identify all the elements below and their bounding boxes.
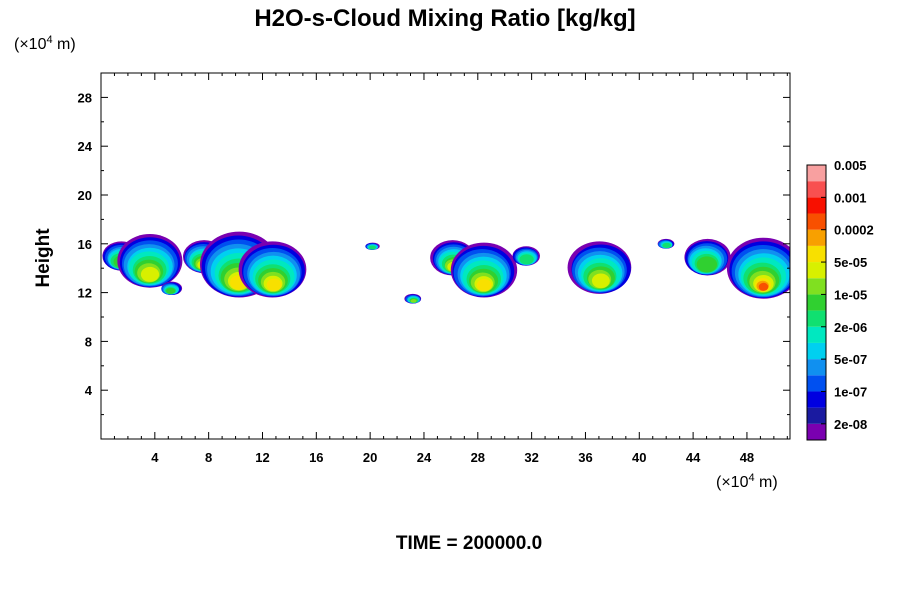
colorbar-swatch (807, 326, 826, 343)
x-tick-label: 20 (363, 450, 377, 465)
cloud-shell (140, 266, 160, 282)
colorbar-label: 0.001 (834, 190, 867, 205)
colorbar-label: 1e-07 (834, 384, 867, 399)
y-tick-label: 28 (78, 90, 92, 105)
colorbar-swatch (807, 423, 826, 440)
x-tick-label: 32 (524, 450, 538, 465)
colorbar-swatch (807, 391, 826, 408)
chart-title: H2O-s-Cloud Mixing Ratio [kg/kg] (254, 5, 635, 32)
colorbar-swatch (807, 294, 826, 311)
colorbar-swatch (807, 181, 826, 198)
colorbar-swatch (807, 407, 826, 424)
x-tick-label: 8 (205, 450, 212, 465)
cloud-cell (726, 237, 790, 299)
x-axis-unit: (×104 m) (716, 472, 778, 491)
cloud-shell (368, 245, 377, 250)
y-tick-label: 12 (78, 286, 92, 301)
y-tick-label: 20 (78, 188, 92, 203)
cloud-cell (512, 246, 540, 266)
cloud-cell (161, 281, 183, 296)
colorbar-label: 1e-05 (834, 287, 867, 302)
cloud-cell (684, 238, 731, 276)
colorbar-swatch (807, 165, 826, 182)
colorbar: 2e-08 1e-07 5e-07 2e-06 1e-05 5e-05 0.0002 0.00… (806, 158, 874, 441)
colorbar-swatch (807, 262, 826, 279)
cloud-cell (117, 234, 183, 288)
colorbar-frame (806, 164, 827, 441)
colorbar-swatch (807, 197, 826, 214)
plot-frame (100, 72, 791, 440)
x-tick-label: 4 (151, 450, 159, 465)
x-tick-label: 16 (309, 450, 323, 465)
cloud-cell (567, 241, 632, 294)
cloud-shell (519, 254, 534, 265)
colorbar-swatch (807, 229, 826, 246)
x-tick-label: 40 (632, 450, 646, 465)
colorbar-label: 0.005 (834, 158, 867, 173)
colorbar-swatch (807, 359, 826, 376)
colorbar-label: 2e-08 (834, 417, 867, 432)
colorbar-swatch (807, 310, 826, 327)
cloud-cell (657, 238, 675, 249)
colorbar-label: 5e-07 (834, 352, 867, 367)
cloud-shell (758, 282, 769, 291)
y-tick-label: 24 (78, 139, 93, 154)
y-axis-label: Height (33, 228, 54, 288)
x-tick-label: 24 (417, 450, 432, 465)
cloud-shell (410, 299, 417, 303)
x-tick-label: 36 (578, 450, 592, 465)
cloud-shell (696, 256, 718, 273)
colorbar-label: 0.0002 (834, 223, 874, 238)
x-tick-label: 28 (471, 450, 485, 465)
cloud-shell (266, 278, 282, 291)
cloud-cell (450, 242, 518, 298)
x-tick-label: 12 (255, 450, 269, 465)
time-annotation: TIME = 200000.0 (396, 533, 542, 554)
x-tick-label: 44 (686, 450, 701, 465)
colorbar-swatch (807, 245, 826, 263)
cloud-shell (476, 278, 492, 292)
colorbar-swatch (807, 375, 826, 392)
cloud-shell (591, 273, 610, 289)
cloud-cell (238, 241, 307, 298)
cloud-cell (365, 242, 380, 250)
colorbar-swatch (807, 213, 826, 230)
x-axis: 4 8 12 16 20 24 28 32 36 40 44 48 (113, 73, 788, 465)
colorbar-swatch (807, 342, 826, 360)
y-axis-unit: (×104 m) (14, 34, 76, 53)
colorbar-label: 5e-05 (834, 255, 867, 270)
colorbar-swatch (807, 278, 826, 295)
cloud-shell (662, 242, 672, 248)
plot-area (101, 73, 790, 439)
y-tick-label: 4 (85, 383, 93, 398)
colorbar-label: 2e-06 (834, 320, 867, 335)
cloud-cell (404, 293, 422, 304)
x-tick-label: 48 (740, 450, 754, 465)
cloud-field (102, 231, 790, 304)
y-tick-label: 16 (78, 237, 92, 252)
y-axis: 4 8 12 16 20 24 28 (78, 90, 790, 416)
y-tick-label: 8 (85, 334, 92, 349)
cloud-shell (166, 288, 176, 294)
